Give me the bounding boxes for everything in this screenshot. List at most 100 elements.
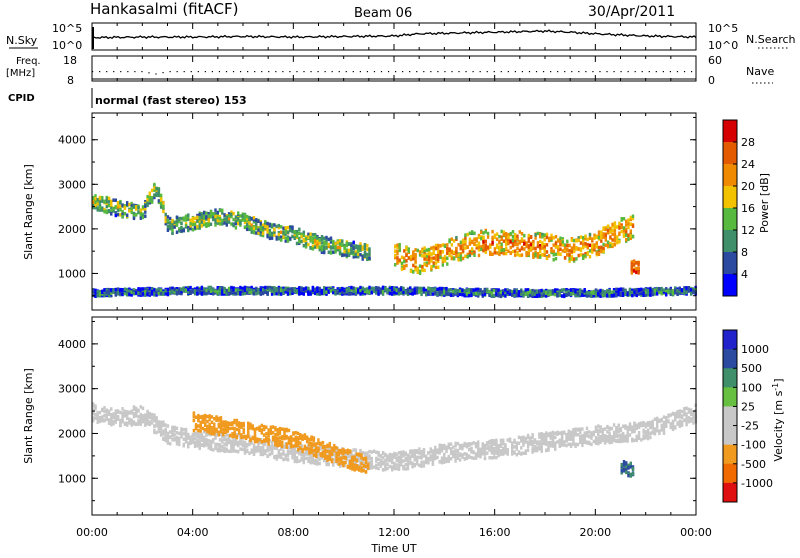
velocity-cell <box>280 453 282 457</box>
power-cell <box>153 193 155 197</box>
velocity-cell <box>269 448 271 452</box>
power-cell <box>237 288 239 292</box>
power-cell <box>226 218 228 222</box>
power-cell <box>180 287 182 291</box>
freq-point <box>141 71 142 72</box>
velocity-cell <box>110 417 112 421</box>
power-cell <box>282 291 284 295</box>
velocity-cell <box>466 453 468 457</box>
power-cell <box>355 244 357 248</box>
velocity-cell <box>212 439 214 443</box>
velocity-cell <box>110 414 112 418</box>
velocity-cell <box>405 457 407 461</box>
power-cell <box>307 236 309 240</box>
power-cell <box>516 294 518 298</box>
power-cell <box>149 287 151 291</box>
power-cell <box>505 237 507 241</box>
velocity-cell <box>165 431 167 435</box>
power-cell <box>496 244 498 248</box>
power-cell <box>571 250 573 254</box>
power-cell <box>162 291 164 295</box>
power-cell <box>516 235 518 239</box>
power-cell <box>253 216 255 220</box>
power-cell <box>160 205 162 209</box>
power-cell <box>285 236 287 240</box>
power-cell <box>251 227 253 231</box>
power-cell <box>566 240 568 244</box>
power-cell <box>117 291 119 295</box>
power-cell <box>561 288 563 292</box>
velocity-cell <box>232 449 234 453</box>
velocity-cell <box>454 459 456 463</box>
power-cell <box>394 245 396 249</box>
power-cell <box>534 233 536 237</box>
velocity-cell <box>99 416 101 420</box>
power-cell <box>169 221 171 225</box>
power-cell <box>460 258 462 262</box>
power-cell <box>471 241 473 245</box>
power-cell <box>534 289 536 293</box>
power-cell <box>112 207 114 211</box>
power-cell <box>587 238 589 242</box>
power-cell <box>590 294 592 298</box>
power-cell <box>121 203 123 207</box>
velocity-cell <box>232 443 234 447</box>
power-cell <box>278 291 280 295</box>
power-cell <box>353 290 355 294</box>
power-cell <box>214 289 216 293</box>
velocity-cell <box>427 451 429 455</box>
velocity-cell <box>239 442 241 446</box>
velocity-cell <box>402 465 404 469</box>
power-cell <box>480 248 482 252</box>
power-cell <box>348 254 350 258</box>
power-cell <box>391 288 393 292</box>
power-cell <box>167 219 169 223</box>
freq-point <box>162 72 163 73</box>
power-cell <box>663 288 665 292</box>
power-cell <box>235 292 237 296</box>
power-cell <box>589 244 591 248</box>
power-cell <box>566 253 568 257</box>
power-cell <box>638 292 640 296</box>
velocity-cell <box>488 456 490 460</box>
power-cell <box>528 246 530 250</box>
power-cell <box>371 287 373 291</box>
power-cell <box>350 248 352 252</box>
noise-line <box>92 30 696 38</box>
velocity-cell <box>482 452 484 456</box>
velocity-cell <box>371 466 373 470</box>
power-cell <box>620 294 622 298</box>
power-cell <box>402 291 404 295</box>
velocity-cell <box>434 446 436 450</box>
power-cell <box>525 251 527 255</box>
velocity-cell <box>445 450 447 454</box>
velocity-cell <box>203 444 205 448</box>
velocity-cell <box>377 451 379 455</box>
power-cell <box>482 249 484 253</box>
power-cell <box>160 202 162 206</box>
power-cell <box>226 289 228 293</box>
power-cell <box>232 288 234 292</box>
power-cell <box>521 232 523 236</box>
power-cell <box>600 246 602 250</box>
power-cell <box>140 216 142 220</box>
noise-left-label: N.Sky <box>6 34 38 47</box>
power-cell <box>498 240 500 244</box>
power-cell <box>485 230 487 234</box>
power-cell <box>672 292 674 296</box>
power-cell <box>441 290 443 294</box>
power-cell <box>217 290 219 294</box>
power-cell <box>565 293 567 297</box>
power-cell <box>614 223 616 227</box>
power-cell <box>158 199 160 203</box>
freq-point <box>691 71 692 72</box>
power-cell <box>165 289 167 293</box>
power-cell <box>101 199 103 203</box>
velocity-cell <box>115 420 117 424</box>
velocity-cell <box>244 449 246 453</box>
velocity-cell <box>196 435 198 439</box>
velocity-cell <box>391 453 393 457</box>
velocity-cell <box>495 451 497 455</box>
power-cell <box>108 288 110 292</box>
power-cell <box>178 217 180 221</box>
